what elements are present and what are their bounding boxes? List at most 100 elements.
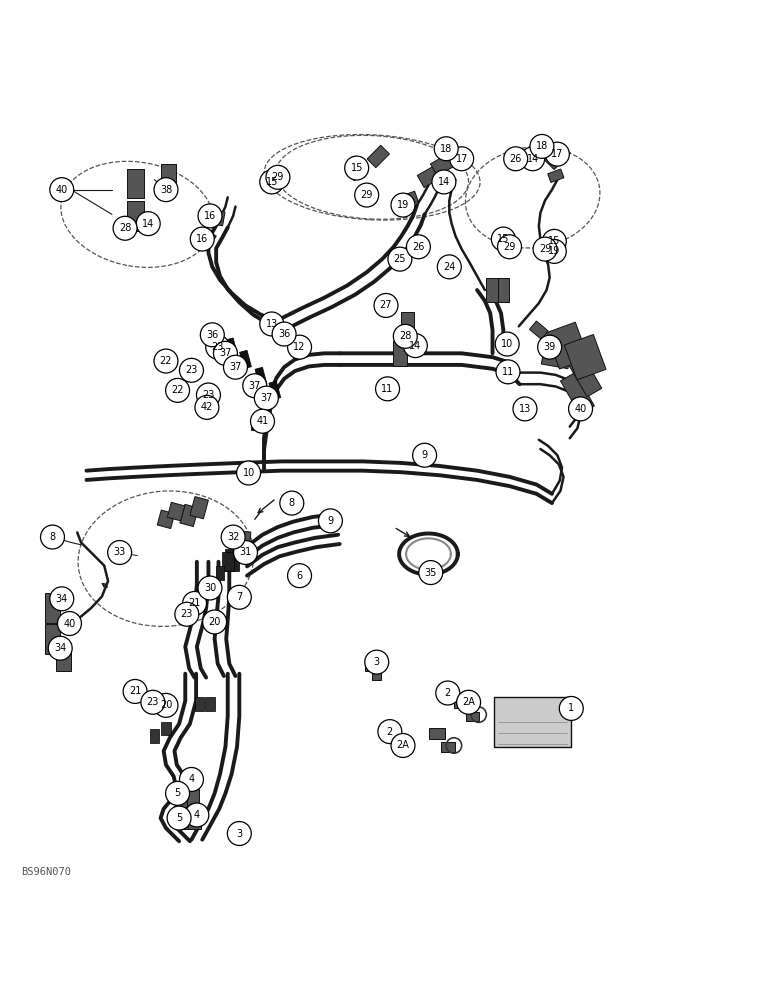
Bar [547,322,588,369]
Circle shape [364,650,388,674]
Text: 37: 37 [249,381,261,391]
Text: 34: 34 [56,594,68,604]
Circle shape [391,193,415,217]
Text: 14: 14 [409,341,422,351]
Circle shape [227,585,251,609]
Circle shape [513,397,537,421]
Circle shape [266,165,290,189]
Text: 14: 14 [438,177,450,187]
Bar [441,742,455,752]
Bar [251,416,259,430]
Text: BS96N070: BS96N070 [22,867,72,877]
Circle shape [388,247,412,271]
Circle shape [287,564,311,588]
Text: 21: 21 [129,686,141,696]
Circle shape [434,137,458,161]
Text: 30: 30 [204,583,216,593]
Bar [560,373,594,414]
Text: 27: 27 [380,300,392,310]
Bar [541,350,571,369]
Circle shape [378,720,401,744]
Circle shape [154,693,178,717]
Text: 11: 11 [381,384,394,394]
Bar [239,350,252,369]
Bar [269,381,281,400]
Bar [346,158,367,181]
Text: 25: 25 [394,254,406,264]
Text: 16: 16 [196,234,208,244]
Text: 23: 23 [212,342,224,352]
Text: 17: 17 [551,149,564,159]
Text: 12: 12 [293,342,306,352]
Text: 4: 4 [194,810,200,820]
Bar [150,729,159,743]
Circle shape [354,183,378,207]
Circle shape [227,822,251,845]
Text: 34: 34 [54,643,66,653]
Bar [215,211,225,226]
Circle shape [179,358,203,382]
Bar [188,813,201,829]
Circle shape [545,142,569,166]
Text: 13: 13 [519,404,531,414]
Text: 15: 15 [266,177,278,187]
Circle shape [497,235,521,259]
Circle shape [393,324,418,348]
Circle shape [202,610,227,634]
Circle shape [242,374,266,398]
Circle shape [185,803,208,827]
Text: 17: 17 [455,154,468,164]
Bar [190,497,208,519]
Text: 40: 40 [574,404,587,414]
Bar [178,813,190,829]
Bar [393,341,407,366]
Circle shape [221,525,245,549]
Circle shape [200,323,224,347]
Bar [278,326,286,342]
Circle shape [254,386,278,410]
Circle shape [198,576,222,600]
Bar [568,356,602,397]
Text: 23: 23 [147,697,159,707]
Circle shape [530,134,554,158]
Bar [255,367,267,386]
Circle shape [236,461,260,485]
Text: 39: 39 [543,342,556,352]
Circle shape [542,229,566,253]
Circle shape [49,178,73,202]
Text: 20: 20 [208,617,221,627]
Circle shape [318,509,343,533]
Text: 23: 23 [185,365,198,375]
Text: 1: 1 [568,703,574,713]
Circle shape [344,156,369,180]
Circle shape [403,334,428,358]
Text: 2A: 2A [462,697,475,707]
Circle shape [533,237,557,261]
Circle shape [520,147,544,171]
Text: 18: 18 [440,144,452,154]
Circle shape [435,681,459,705]
Bar [547,169,564,182]
Bar [497,278,510,302]
Text: 14: 14 [527,154,539,164]
Text: 24: 24 [443,262,455,272]
Text: 18: 18 [536,141,548,151]
Text: 9: 9 [422,450,428,460]
Text: 36: 36 [278,329,290,339]
Circle shape [537,335,561,359]
Text: 16: 16 [204,211,216,221]
Text: 10: 10 [501,339,513,349]
Circle shape [412,443,437,467]
Bar [372,672,381,680]
Text: 31: 31 [239,547,252,557]
Text: 37: 37 [260,393,273,403]
Bar [212,329,220,343]
Bar [204,232,216,246]
Text: 15: 15 [497,234,510,244]
Bar [544,143,571,170]
Circle shape [496,332,520,356]
Text: 32: 32 [227,532,239,542]
Bar [367,145,389,168]
Circle shape [418,561,443,585]
Bar [180,504,198,527]
